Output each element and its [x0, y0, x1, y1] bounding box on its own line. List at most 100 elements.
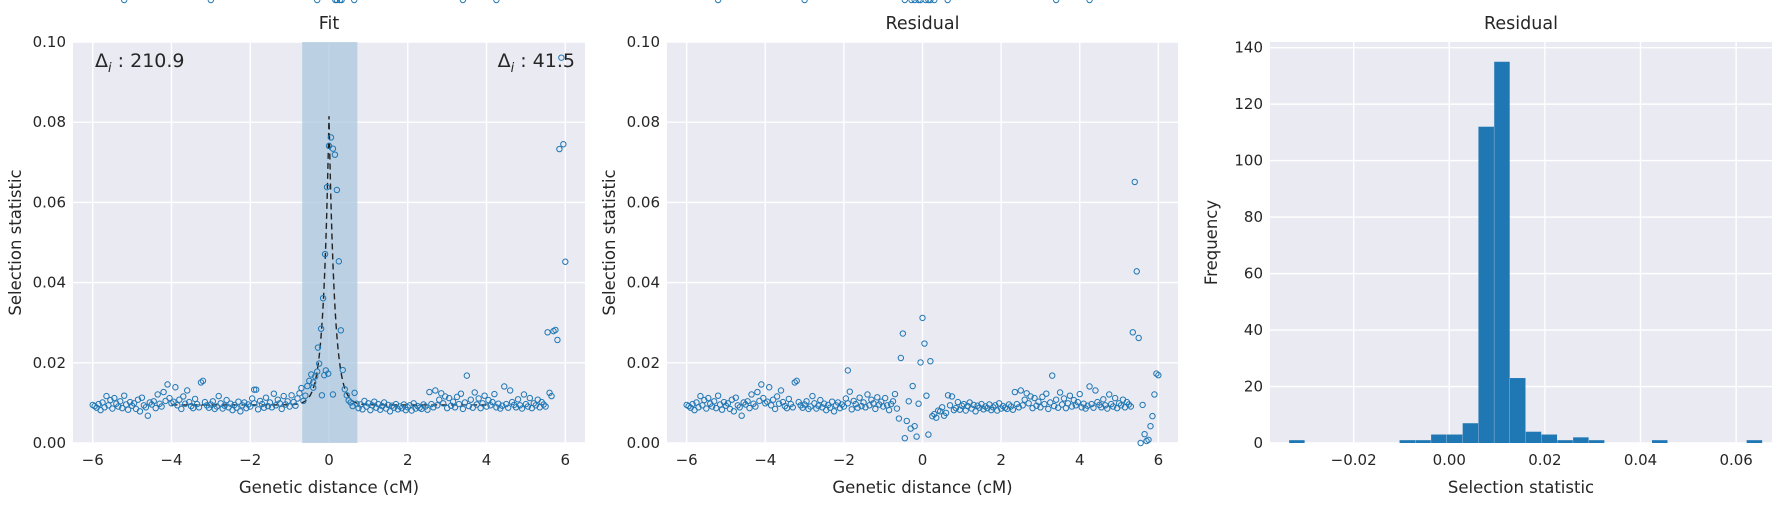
data-point	[172, 384, 179, 391]
data-point	[1074, 398, 1081, 406]
data-point	[540, 401, 547, 408]
x-axis-label: Genetic distance (cM)	[239, 478, 419, 497]
data-point	[783, 404, 791, 412]
data-point	[905, 398, 912, 405]
data-point	[270, 390, 278, 397]
data-point	[390, 404, 398, 411]
data-point	[1056, 389, 1064, 396]
data-point	[103, 392, 110, 400]
data-point	[313, 368, 321, 375]
data-point	[844, 400, 852, 407]
data-point	[124, 406, 132, 413]
data-point	[318, 392, 326, 399]
data-point	[1092, 387, 1099, 394]
x-tick-label: −6	[676, 451, 698, 469]
data-point	[475, 395, 482, 402]
chart-title: Residual	[886, 14, 960, 34]
histogram-bar	[1651, 440, 1668, 443]
data-point	[560, 141, 567, 148]
x-tick-label: 4	[482, 451, 492, 469]
data-point	[874, 394, 881, 401]
data-point	[95, 400, 102, 408]
data-point	[1125, 401, 1133, 408]
data-point	[250, 386, 258, 393]
data-point	[260, 404, 268, 411]
histogram-bar	[1399, 440, 1416, 443]
data-point	[199, 377, 207, 385]
data-point	[740, 399, 747, 406]
data-point	[138, 394, 146, 401]
data-point	[140, 402, 148, 409]
data-point	[925, 431, 932, 438]
data-point	[530, 400, 537, 407]
data-point	[193, 400, 201, 408]
data-point	[1106, 391, 1113, 398]
data-point	[315, 360, 323, 367]
data-point	[903, 417, 910, 425]
y-tick-label: 0.06	[33, 193, 66, 211]
data-point	[306, 377, 313, 385]
data-point	[1021, 396, 1028, 403]
data-point	[746, 404, 753, 412]
data-point	[720, 398, 728, 406]
data-point	[422, 403, 429, 410]
data-point	[1043, 390, 1050, 397]
y-tick-label: 0.04	[33, 274, 66, 292]
x-axis-label: Genetic distance (cM)	[832, 478, 1012, 497]
data-point	[815, 402, 822, 409]
data-point	[1019, 402, 1026, 409]
data-point	[872, 405, 879, 413]
y-tick-label: 60	[1244, 265, 1263, 283]
data-point	[469, 404, 476, 411]
data-point	[1007, 403, 1015, 410]
data-point	[121, 392, 128, 399]
x-axis-label: Selection statistic	[1448, 478, 1594, 497]
x-tick-label: 4	[1075, 451, 1085, 469]
data-point	[1100, 396, 1107, 403]
data-point	[546, 389, 553, 397]
data-point	[221, 402, 228, 409]
data-point	[119, 404, 126, 412]
data-point	[404, 404, 411, 411]
data-point	[908, 0, 915, 4]
y-tick-label: 100	[1234, 152, 1263, 170]
histogram-bar	[1573, 437, 1589, 443]
data-point	[846, 388, 853, 395]
annotation-subscript: i	[108, 61, 112, 76]
data-point	[501, 383, 508, 390]
data-point	[493, 404, 500, 411]
data-point	[262, 394, 270, 401]
data-point	[252, 386, 260, 393]
x-tick-label: −4	[754, 451, 776, 469]
data-point	[441, 393, 449, 400]
data-point	[1086, 383, 1093, 390]
data-point	[895, 415, 903, 422]
data-point	[1035, 398, 1042, 405]
y-tick-label: 0.00	[627, 434, 660, 452]
data-point	[1050, 402, 1058, 410]
data-point	[481, 392, 488, 399]
data-point	[803, 398, 810, 405]
data-point	[432, 387, 439, 394]
data-point	[302, 392, 309, 399]
data-point	[424, 406, 431, 413]
data-point	[922, 0, 929, 4]
data-point	[762, 400, 769, 407]
data-point	[142, 404, 150, 411]
data-point	[130, 400, 138, 407]
y-axis-label: Frequency	[1202, 200, 1221, 285]
data-point	[158, 403, 165, 410]
data-point	[554, 336, 561, 344]
data-point	[710, 398, 718, 405]
annotation-subscript: i	[511, 61, 515, 76]
y-tick-label: 0.04	[627, 274, 660, 292]
data-point	[168, 400, 175, 407]
data-point	[826, 404, 834, 411]
data-point	[388, 402, 396, 409]
data-point	[516, 402, 524, 409]
data-point	[1147, 422, 1154, 430]
data-point	[1049, 372, 1056, 379]
x-tick-label: −4	[160, 451, 182, 469]
data-point	[864, 391, 871, 398]
data-point	[160, 388, 167, 396]
